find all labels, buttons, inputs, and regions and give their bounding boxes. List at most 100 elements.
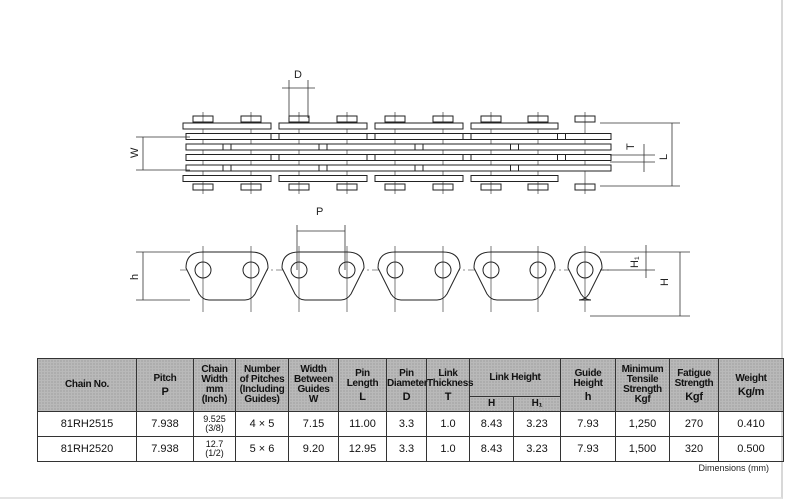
pin-head-top	[527, 115, 549, 123]
header-chain-no: Chain No.	[37, 358, 137, 412]
label-l: L	[658, 154, 670, 160]
header-fatigue-strength: Fatigue Strength Kgf	[669, 358, 719, 412]
bushing	[462, 133, 472, 140]
link-plate-row	[185, 164, 612, 172]
guide-plate	[470, 175, 559, 182]
cell-h: 8.43	[469, 411, 514, 437]
pin-head-top	[192, 115, 214, 123]
dimensions-note: Dimensions (mm)	[698, 463, 769, 473]
pin-head-top	[336, 115, 358, 123]
cell-pitches: 5 × 6	[235, 436, 289, 462]
cell-weight: 0.500	[718, 436, 784, 462]
cell-pitch: 7.938	[136, 411, 194, 437]
header-chain-width: Chain Width mm (Inch)	[193, 358, 236, 412]
cell-t: 1.0	[426, 436, 470, 462]
label-h1: H₁	[629, 256, 641, 268]
guide-plate	[182, 122, 272, 130]
header-link-thickness: Link Thickness T	[426, 358, 474, 412]
pin-head-top	[574, 115, 596, 123]
cell-w: 7.15	[288, 411, 339, 437]
pin-head-bottom	[240, 183, 262, 191]
bushing	[318, 143, 328, 151]
cell-h1: 3.23	[513, 411, 561, 437]
dimension-lines	[136, 80, 690, 317]
bushing	[510, 143, 519, 151]
label-h: h	[129, 274, 141, 280]
pin-head-top	[432, 115, 454, 123]
label-h-link: H	[659, 278, 671, 286]
cell-l: 11.00	[338, 411, 387, 437]
label-d: D	[294, 69, 302, 81]
guide-plate	[374, 175, 464, 182]
bushing	[462, 154, 472, 161]
bushing	[222, 143, 232, 151]
bushing	[366, 133, 376, 140]
cell-guide-height: 7.93	[560, 436, 616, 462]
bushing	[557, 133, 566, 140]
cell-tensile: 1,250	[615, 411, 670, 437]
header-pitch: Pitch P	[136, 358, 194, 412]
header-pin-length: Pin Length L	[338, 358, 387, 412]
cell-pitches: 4 × 5	[235, 411, 289, 437]
cell-chain-no: 81RH2515	[37, 411, 137, 437]
pin-head-top	[288, 115, 310, 123]
cell-d: 3.3	[386, 436, 427, 462]
cell-h: 8.43	[469, 436, 514, 462]
bushing	[366, 154, 376, 161]
pin-head-bottom	[288, 183, 310, 191]
header-guide-height: Guide Height h	[560, 358, 616, 412]
cell-chain-width: 9.525 (3/8)	[193, 411, 236, 437]
guide-plate	[470, 122, 559, 130]
header-weight: Weight Kg/m	[718, 358, 784, 412]
header-link-height-h1: H₁	[513, 396, 561, 412]
link-plate-row	[185, 143, 612, 151]
pin-head-bottom	[192, 183, 214, 191]
cell-t: 1.0	[426, 411, 470, 437]
header-number-of-pitches: Number of Pitches (Including Guides)	[235, 358, 289, 412]
label-w: W	[129, 147, 141, 158]
pin-head-bottom	[527, 183, 549, 191]
bushing	[414, 143, 424, 151]
pin-head-top	[480, 115, 502, 123]
guide-plate	[278, 175, 368, 182]
bushing	[222, 164, 232, 172]
header-link-height-h: H	[469, 396, 514, 412]
cell-w: 9.20	[288, 436, 339, 462]
pin-head-bottom	[336, 183, 358, 191]
guide-plate	[374, 122, 464, 130]
bushing	[414, 164, 424, 172]
table-row: 81RH2520 7.938 12.7 (1/2) 5 × 6 9.20 12.9…	[37, 436, 784, 462]
cell-weight: 0.410	[718, 411, 784, 437]
pin-head-bottom	[384, 183, 406, 191]
bushing	[318, 164, 328, 172]
chain-top-view	[182, 112, 612, 194]
guide-plate	[278, 122, 368, 130]
pin-head-top	[240, 115, 262, 123]
cell-d: 3.3	[386, 411, 427, 437]
cell-chain-no: 81RH2520	[37, 436, 137, 462]
spec-table: Chain No. Pitch P Chain Width mm (Inch) Numb…	[37, 358, 784, 462]
bushing	[510, 164, 519, 172]
guide-plate	[182, 175, 272, 182]
header-link-height: Link Height	[469, 358, 561, 397]
cell-fatigue: 320	[669, 436, 719, 462]
cell-chain-width: 12.7 (1/2)	[193, 436, 236, 462]
label-p: P	[316, 206, 323, 218]
pin-head-bottom	[432, 183, 454, 191]
label-t: T	[625, 143, 637, 150]
cell-tensile: 1,500	[615, 436, 670, 462]
cell-pitch: 7.938	[136, 436, 194, 462]
bushing	[557, 154, 566, 161]
chain-side-view	[180, 246, 610, 312]
cell-guide-height: 7.93	[560, 411, 616, 437]
pin-head-bottom	[480, 183, 502, 191]
chain-drawing: D W T L P h H₁ H	[129, 69, 690, 317]
bushing	[270, 154, 280, 161]
cell-l: 12.95	[338, 436, 387, 462]
pin-head-bottom	[574, 183, 596, 191]
header-min-tensile-strength: Minimum Tensile Strength Kgf	[615, 358, 670, 412]
header-width-between-guides: Width Between Guides W	[288, 358, 339, 412]
pin-head-top	[384, 115, 406, 123]
cell-h1: 3.23	[513, 436, 561, 462]
